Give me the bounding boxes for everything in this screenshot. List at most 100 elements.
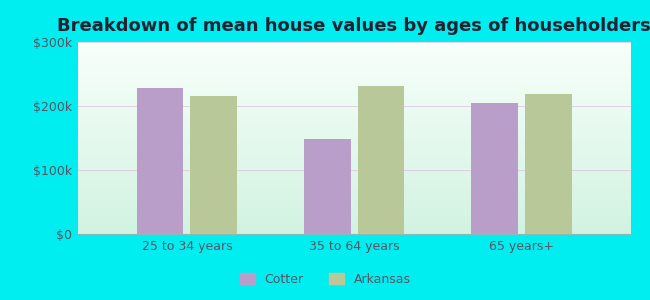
Bar [78, 44, 650, 45]
Bar [78, 216, 650, 217]
Bar [78, 128, 650, 129]
Bar [78, 84, 650, 85]
Bar [78, 52, 650, 53]
Bar [78, 57, 650, 58]
Bar [78, 213, 650, 214]
Bar [78, 170, 650, 171]
Bar [78, 133, 650, 134]
Bar [78, 184, 650, 185]
Bar [78, 232, 650, 233]
Bar [78, 48, 650, 49]
Bar [78, 109, 650, 110]
Bar [78, 65, 650, 66]
Bar [78, 212, 650, 213]
Bar [78, 142, 650, 143]
Bar [78, 104, 650, 105]
Bar [78, 100, 650, 101]
Bar [78, 182, 650, 183]
Bar [78, 207, 650, 208]
Bar [78, 87, 650, 88]
Bar [78, 141, 650, 142]
Bar [78, 146, 650, 147]
Legend: Cotter, Arkansas: Cotter, Arkansas [235, 268, 415, 291]
Bar [78, 167, 650, 168]
Bar [78, 206, 650, 207]
Bar [78, 101, 650, 103]
Bar [78, 202, 650, 203]
Bar [78, 58, 650, 59]
Bar [78, 67, 650, 68]
Bar [78, 56, 650, 57]
Bar [78, 219, 650, 220]
Bar [78, 75, 650, 76]
Bar [78, 43, 650, 44]
Bar [78, 59, 650, 60]
Bar [78, 200, 650, 201]
Bar [78, 118, 650, 119]
Bar [78, 145, 650, 146]
Bar [78, 205, 650, 206]
Bar [78, 53, 650, 55]
Bar [78, 228, 650, 229]
Bar [78, 72, 650, 73]
Bar [78, 137, 650, 138]
Bar [78, 51, 650, 52]
Bar [78, 226, 650, 227]
Bar [78, 162, 650, 163]
Bar [78, 82, 650, 83]
Bar [78, 96, 650, 97]
Bar [78, 131, 650, 132]
Bar [78, 185, 650, 186]
Bar [78, 156, 650, 157]
Bar [78, 169, 650, 170]
Bar [78, 193, 650, 194]
Bar [78, 175, 650, 176]
Bar [78, 144, 650, 145]
Bar [78, 106, 650, 107]
Bar [78, 129, 650, 130]
Bar [78, 157, 650, 158]
Bar [78, 123, 650, 124]
Bar [78, 186, 650, 187]
Bar [78, 138, 650, 139]
Bar [78, 188, 650, 189]
Bar [78, 55, 650, 56]
Bar [78, 217, 650, 218]
Bar [78, 163, 650, 164]
Bar [78, 166, 650, 167]
Bar [78, 77, 650, 79]
Bar [78, 172, 650, 173]
Bar [78, 111, 650, 112]
Bar [78, 103, 650, 104]
Bar [78, 98, 650, 99]
Bar [78, 97, 650, 98]
Bar [78, 210, 650, 211]
Bar [78, 165, 650, 166]
Bar [78, 119, 650, 120]
Bar [78, 215, 650, 216]
Bar [78, 63, 650, 64]
Bar [78, 177, 650, 178]
Bar [78, 110, 650, 111]
Bar [78, 181, 650, 182]
Bar [78, 139, 650, 140]
Bar [78, 127, 650, 128]
Bar [78, 61, 650, 62]
Bar [78, 208, 650, 209]
Bar [78, 203, 650, 204]
Bar [78, 171, 650, 172]
Bar [78, 229, 650, 230]
Bar [78, 135, 650, 136]
Bar [78, 90, 650, 91]
Bar [78, 173, 650, 175]
Bar [78, 62, 650, 63]
Bar [78, 233, 650, 234]
Bar [78, 148, 650, 149]
Bar [304, 139, 351, 234]
Bar [78, 143, 650, 144]
Bar [78, 76, 650, 77]
Bar [78, 66, 650, 67]
Bar [78, 168, 650, 169]
Bar [78, 115, 650, 116]
Bar [78, 73, 650, 74]
